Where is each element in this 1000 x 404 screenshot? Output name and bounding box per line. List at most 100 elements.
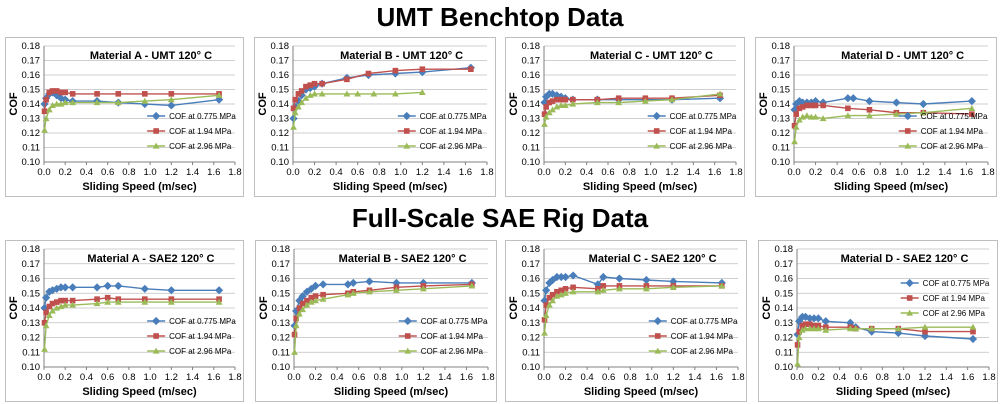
legend-label: COF at 1.94 MPa [671, 332, 734, 341]
chart-svg: 0.10 0.11 0.12 0.13 0.14 0.15 0.16 0.17 0.18 0.0 0… [8, 244, 242, 398]
legend-label: COF at 1.94 MPa [670, 127, 733, 136]
x-tick-label: 1.4 [688, 372, 701, 383]
legend-label: COF at 1.94 MPa [169, 332, 232, 341]
data-point [542, 286, 551, 295]
y-tick-label: 0.17 [271, 56, 290, 67]
y-tick-label: 0.15 [775, 288, 794, 299]
x-tick-label: 1.8 [480, 167, 493, 178]
data-point [802, 325, 809, 332]
x-tick-label: 0.4 [80, 167, 93, 178]
data-point [543, 302, 549, 308]
x-tick-label: 0.6 [351, 167, 364, 178]
y-axis-label: COF [8, 92, 20, 116]
x-tick-label: 0.6 [352, 372, 365, 383]
y-tick-label: 0.11 [271, 143, 289, 154]
y-tick-label: 0.17 [272, 259, 291, 270]
y-tick-label: 0.12 [772, 128, 791, 139]
data-point [561, 102, 569, 109]
y-tick-label: 0.12 [271, 128, 290, 139]
data-point [541, 317, 548, 323]
data-point [62, 89, 69, 96]
data-point [569, 288, 577, 295]
x-tick-label: 0.8 [874, 167, 887, 178]
data-point [568, 271, 578, 280]
x-tick-label: 1.0 [144, 167, 157, 178]
data-point [215, 298, 223, 305]
data-point [549, 297, 557, 304]
data-point [807, 113, 815, 120]
data-point [104, 298, 112, 305]
y-axis-label: COF [761, 296, 773, 320]
data-point [58, 89, 64, 96]
data-point [562, 286, 569, 292]
x-tick-label: 0.8 [374, 372, 387, 383]
data-point [140, 284, 149, 293]
data-point [302, 94, 310, 101]
legend-label: COF at 0.775 MPa [670, 112, 737, 121]
data-point [919, 99, 928, 109]
y-axis-label: COF [508, 296, 520, 320]
y-tick-label: 0.15 [522, 288, 541, 299]
data-point [41, 108, 48, 115]
x-tick-label: 1.0 [645, 372, 658, 383]
data-point [852, 325, 860, 332]
y-tick-label: 0.13 [522, 318, 541, 329]
data-point [318, 280, 328, 289]
data-point [892, 98, 901, 107]
data-point [318, 90, 326, 97]
data-point [365, 277, 374, 286]
x-tick-label: 0.2 [559, 372, 572, 383]
data-point [167, 298, 175, 305]
data-point [796, 105, 803, 112]
data-point [849, 94, 858, 103]
data-point [796, 328, 802, 335]
data-point [290, 123, 297, 130]
data-point [365, 70, 372, 77]
x-tick-label: 0.0 [787, 167, 800, 178]
x-tick-label: 0.2 [812, 372, 825, 383]
chart-svg: 0.10 0.11 0.12 0.13 0.14 0.15 0.16 0.17 0.18 0.0 0… [258, 244, 495, 398]
y-tick-label: 0.13 [272, 318, 291, 329]
legend-label: COF at 2.96 MPa [921, 142, 984, 151]
data-point [793, 111, 799, 117]
data-point [468, 282, 476, 289]
x-axis-label: Sliding Speed (m/sec) [333, 181, 448, 193]
x-axis-label: Sliding Speed (m/sec) [583, 181, 698, 193]
data-point [969, 323, 977, 330]
y-tick-label: 0.12 [22, 333, 41, 344]
x-tick-label: 0.8 [624, 372, 637, 383]
legend-label: COF at 1.94 MPa [923, 294, 986, 303]
data-point [542, 311, 550, 318]
data-point [791, 138, 798, 145]
data-point [308, 294, 315, 301]
data-point [45, 311, 53, 318]
chart-title: Material C - SAE2 120° C [589, 253, 717, 265]
data-point [558, 287, 565, 294]
chart-title: Material D - SAE2 120° C [841, 253, 969, 265]
y-tick-label: 0.14 [772, 99, 791, 110]
x-tick-label: 1.8 [729, 167, 742, 178]
chart-svg: 0.10 0.11 0.12 0.13 0.14 0.15 0.16 0.17 0.18 0.0 0… [761, 244, 996, 398]
data-point [168, 91, 175, 97]
data-point [344, 76, 350, 83]
data-point [69, 99, 77, 106]
x-axis-label: Sliding Speed (m/sec) [584, 386, 699, 398]
x-tick-label: 1.2 [416, 167, 429, 178]
x-tick-label: 1.2 [165, 372, 178, 383]
y-tick-label: 0.16 [775, 274, 794, 285]
data-point [311, 80, 318, 87]
legend-label: COF at 1.94 MPa [169, 127, 232, 136]
data-point [42, 322, 50, 329]
data-point [69, 297, 76, 304]
data-point [214, 95, 224, 104]
data-point [570, 284, 576, 291]
data-point [53, 299, 60, 305]
data-point [562, 289, 569, 296]
data-point [806, 325, 814, 332]
x-tick-label: 1.4 [940, 372, 953, 383]
y-tick-label: 0.14 [272, 303, 291, 314]
data-point [94, 296, 100, 302]
legend-marker [404, 347, 412, 354]
x-tick-label: 0.4 [833, 372, 846, 383]
chart-title: Material A - SAE2 120° C [87, 253, 214, 265]
